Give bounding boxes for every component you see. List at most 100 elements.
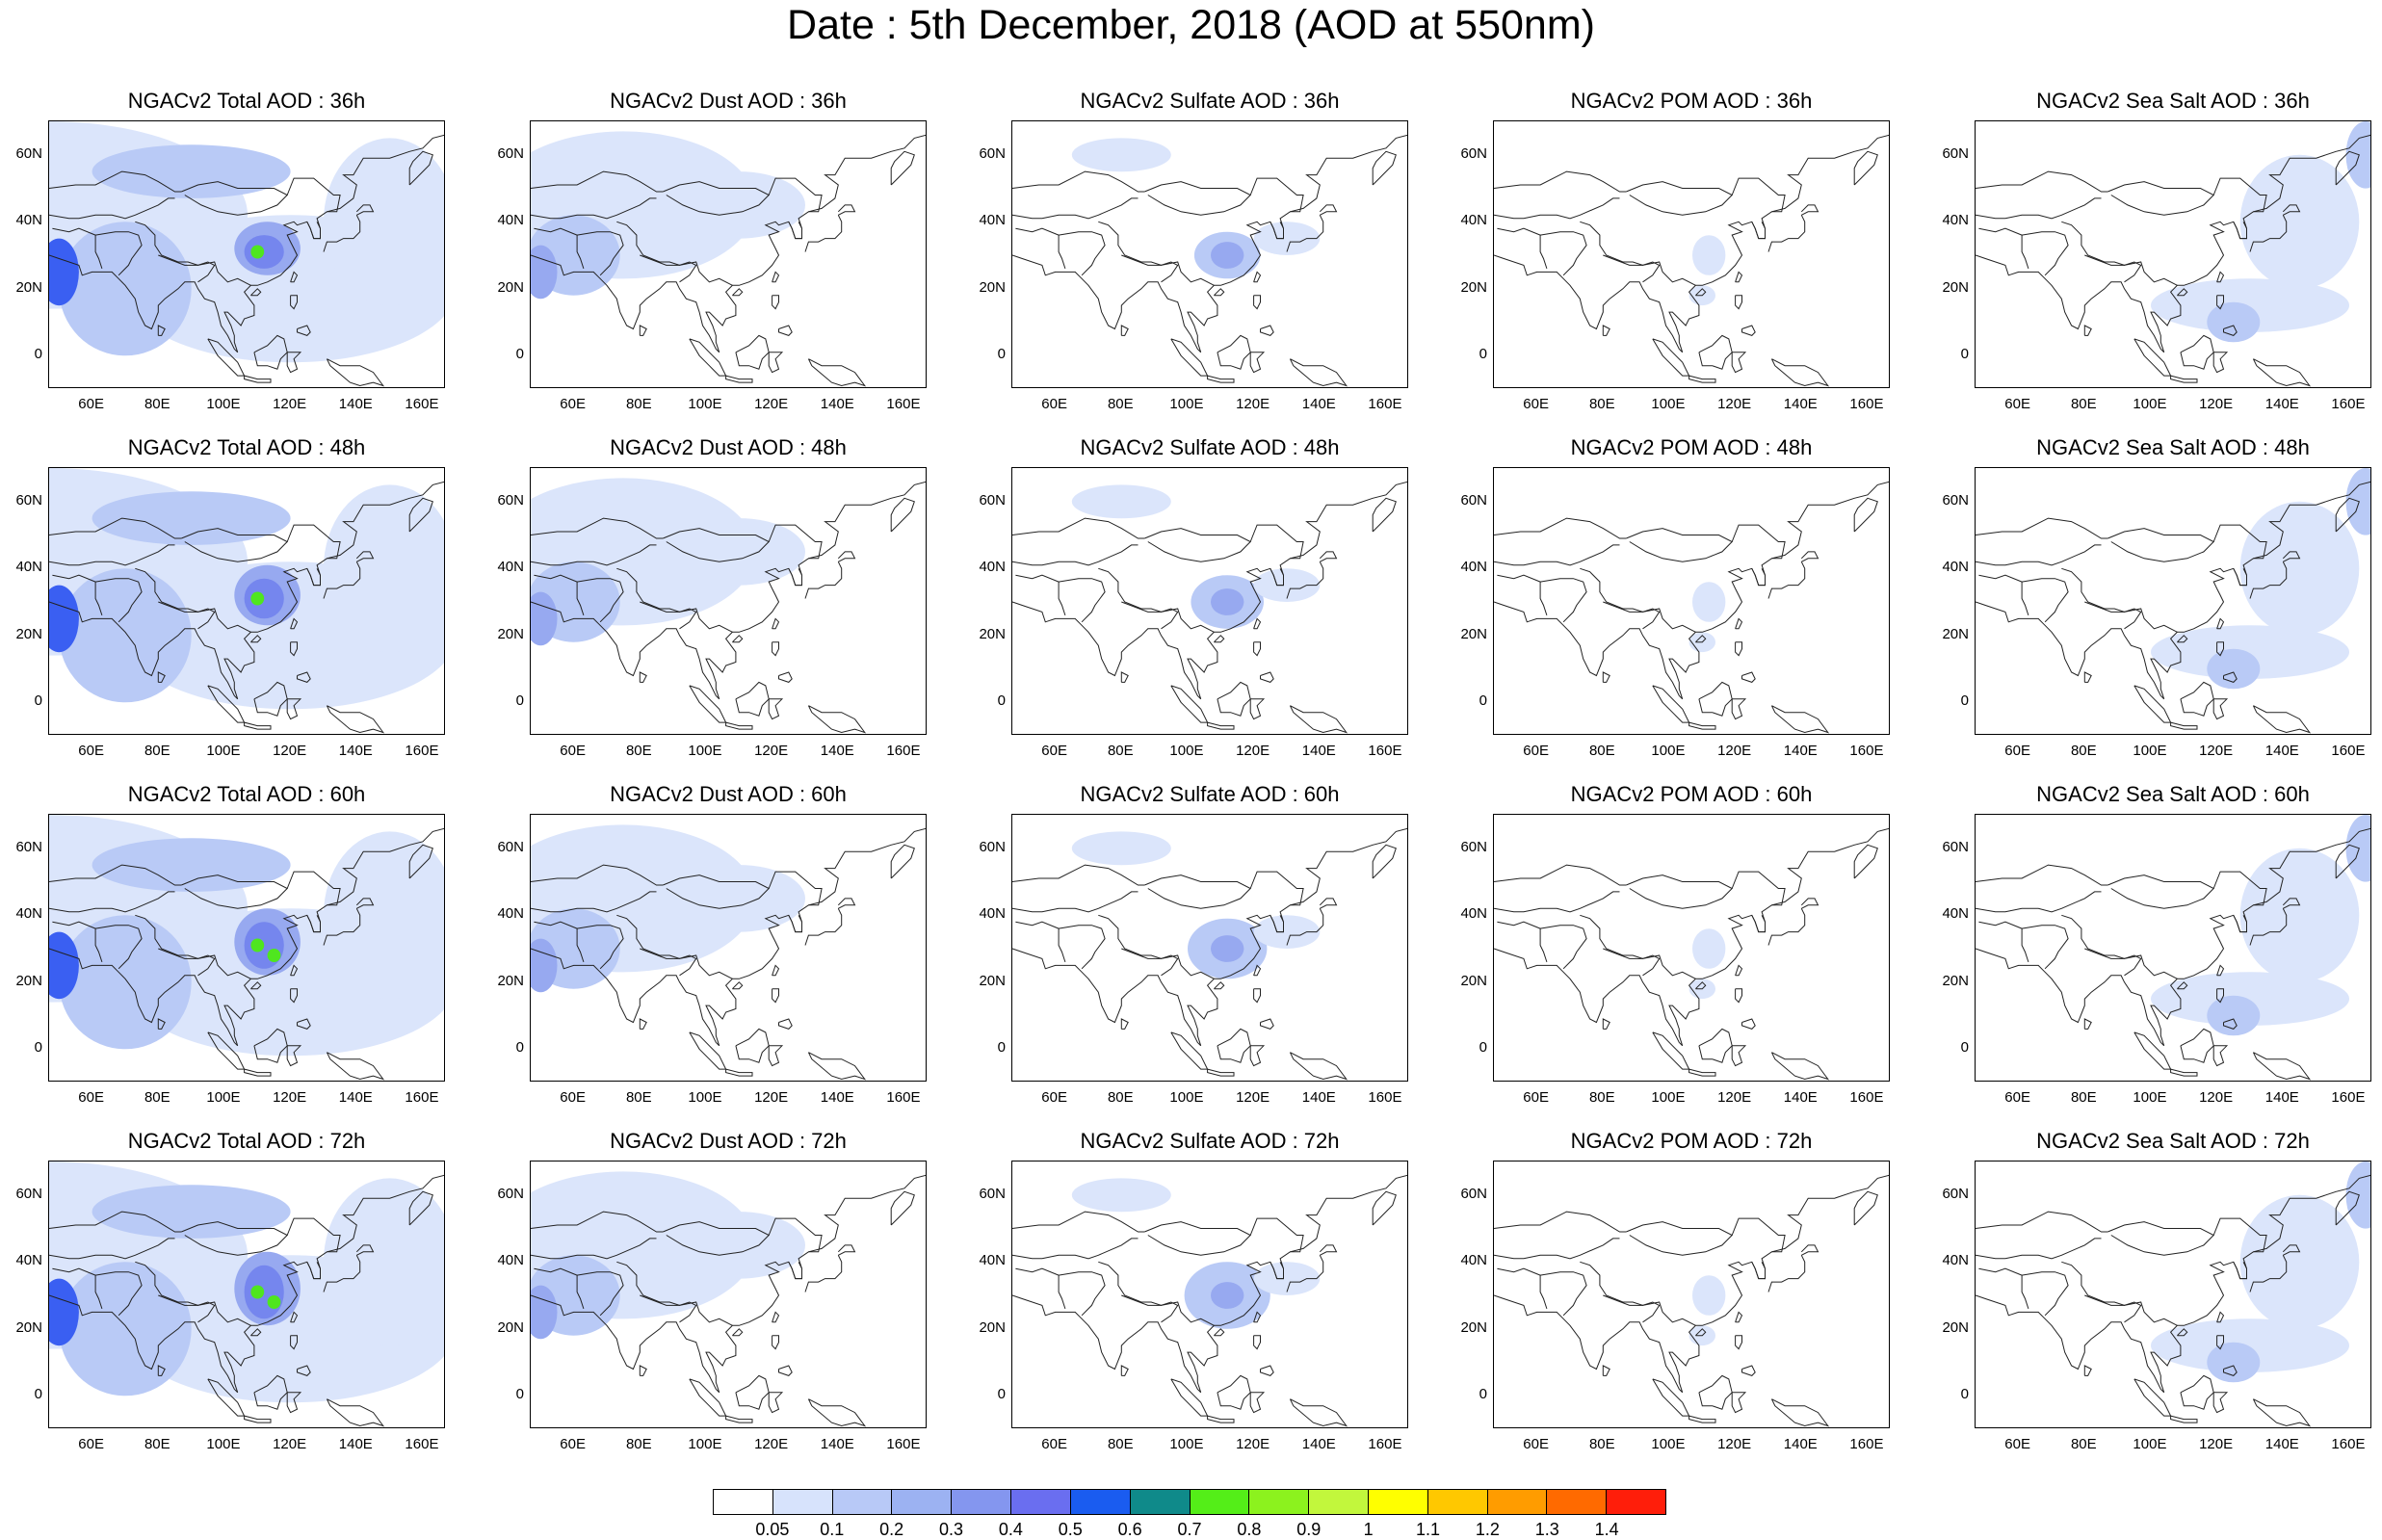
lat-tick-label: 0 <box>997 692 1006 710</box>
coastline <box>323 1255 361 1292</box>
lon-tick-label: 80E <box>2070 1436 2097 1452</box>
coastline <box>408 1190 433 1226</box>
coastline <box>1698 1028 1733 1063</box>
coastline <box>2216 641 2224 657</box>
lon-tick-label: 100E <box>1651 1089 1686 1106</box>
lat-tick-label: 40N <box>15 905 42 923</box>
coastline <box>244 1068 272 1077</box>
coastline <box>1170 338 1209 377</box>
lat-tick-label: 0 <box>1479 692 1487 710</box>
coastline <box>1652 685 1690 723</box>
coastline <box>2084 948 2142 977</box>
lat-tick-label: 0 <box>1960 1386 1969 1403</box>
coastline <box>577 578 624 623</box>
coastline <box>772 1335 779 1350</box>
coastline <box>306 915 321 933</box>
coastline <box>531 517 664 539</box>
coastline <box>788 222 802 240</box>
coastline <box>1289 358 1348 387</box>
coastline <box>1098 914 1215 979</box>
lon-tick-label: 80E <box>2070 743 2097 759</box>
lon-tick-label: 100E <box>688 1089 722 1106</box>
coastline <box>1059 1271 1106 1317</box>
coastline <box>355 1244 375 1256</box>
coastline <box>1249 1217 1304 1253</box>
lat-tick-label: 60N <box>1942 1185 1969 1202</box>
aod-map <box>530 120 927 388</box>
coastline <box>1602 325 1610 336</box>
coastline <box>1144 1221 1252 1256</box>
lon-tick-label: 60E <box>78 1436 104 1452</box>
coastline <box>1289 1398 1348 1427</box>
coastline <box>1494 481 1889 700</box>
coastline <box>772 964 780 977</box>
lon-tick-label: 140E <box>1783 1089 1818 1106</box>
coastline <box>250 288 262 297</box>
lon-tick-label: 60E <box>2004 743 2030 759</box>
coastline <box>1688 1415 1716 1423</box>
coastline <box>158 601 216 630</box>
coastline <box>1497 1267 1548 1310</box>
lat-tick-label: 60N <box>497 144 524 162</box>
coastline <box>1015 1267 1066 1310</box>
lon-tick-label: 120E <box>1236 1436 1270 1452</box>
aod-patch <box>2239 501 2360 636</box>
coastline <box>1260 1365 1274 1376</box>
lon-tick-label: 120E <box>1717 1089 1752 1106</box>
coastline <box>355 898 375 909</box>
panel-title: NGACv2 Sea Salt AOD : 72h <box>2036 1129 2310 1153</box>
coastline <box>1012 134 1407 353</box>
lon-tick-label: 120E <box>754 396 789 412</box>
coastline <box>2170 375 2198 383</box>
coastline <box>49 1174 444 1394</box>
lat-tick-label: 20N <box>1460 625 1487 642</box>
coastline <box>531 1174 926 1394</box>
coastline <box>2282 1244 2301 1256</box>
coastline <box>326 358 385 387</box>
coastline <box>1098 221 1215 286</box>
lat-tick-label: 40N <box>1460 905 1487 923</box>
coastline <box>640 1294 697 1323</box>
coastline <box>804 908 843 946</box>
aod-patch <box>49 238 79 306</box>
coastline <box>1853 497 1878 533</box>
lon-tick-label: 80E <box>144 1436 170 1452</box>
coastline <box>290 988 298 1004</box>
coastline <box>1012 1174 1407 1394</box>
lat-tick-label: 60N <box>979 1185 1006 1202</box>
coastline <box>1735 988 1742 1004</box>
coastline <box>158 948 216 977</box>
coastline <box>49 1211 182 1233</box>
lat-tick-label: 0 <box>1479 1039 1487 1057</box>
lon-tick-label: 80E <box>625 1436 652 1452</box>
coastline <box>689 338 727 377</box>
coastline <box>1695 981 1707 990</box>
coastline <box>1217 334 1251 370</box>
coastline <box>2061 567 2178 633</box>
panel-title: NGACv2 Sulfate AOD : 72h <box>1080 1129 1340 1153</box>
lat-tick-label: 0 <box>1960 1039 1969 1057</box>
coastline <box>531 170 664 193</box>
aod-map <box>1493 467 1890 735</box>
aod-patch <box>531 1285 558 1340</box>
coastline <box>250 635 262 643</box>
lon-tick-label: 80E <box>1588 1436 1615 1452</box>
lon-tick-label: 100E <box>1169 743 1204 759</box>
aod-map <box>1011 1161 1408 1428</box>
aod-patch <box>1211 1282 1244 1309</box>
lat-tick-label: 20N <box>1460 1318 1487 1336</box>
coastline <box>2249 215 2288 252</box>
coastline <box>616 567 733 633</box>
aod-map <box>1493 1161 1890 1428</box>
lon-tick-label: 100E <box>206 743 241 759</box>
coastline <box>725 721 753 730</box>
coastline <box>1012 864 1145 886</box>
coastline <box>323 908 361 946</box>
coastline <box>2083 325 2092 336</box>
coastline <box>2212 1045 2229 1067</box>
lon-tick-label: 60E <box>560 396 586 412</box>
coastline <box>2107 874 2215 909</box>
coastline <box>768 524 823 560</box>
lon-tick-label: 160E <box>1368 743 1402 759</box>
lat-tick-label: 40N <box>15 212 42 229</box>
